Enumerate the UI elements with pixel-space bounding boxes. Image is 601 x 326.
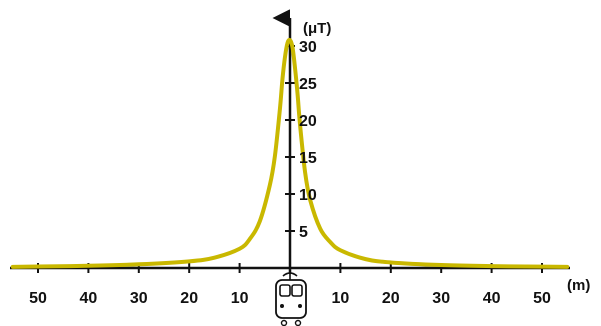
series-line-0 — [10, 37, 570, 269]
x-tick-label: 30 — [432, 290, 450, 307]
y-tick-label: 10 — [299, 187, 317, 204]
x-tick-label: 40 — [80, 290, 98, 307]
y-tick-label: 15 — [299, 150, 317, 167]
x-tick-label: 50 — [533, 290, 551, 307]
x-unit-label: (m) — [567, 277, 590, 294]
y-unit-label: (μT) — [303, 20, 331, 37]
train-icon — [275, 272, 307, 326]
x-tick-label: 40 — [483, 290, 501, 307]
y-tick-label: 30 — [299, 39, 317, 56]
y-tick-label: 20 — [299, 113, 317, 130]
y-tick-label: 25 — [299, 76, 317, 93]
x-tick-label: 10 — [332, 290, 350, 307]
x-tick-label: 50 — [29, 290, 47, 307]
x-tick-label: 10 — [231, 290, 249, 307]
y-tick-label: 5 — [299, 224, 308, 241]
x-tick-label: 20 — [180, 290, 198, 307]
x-tick-label: 30 — [130, 290, 148, 307]
x-tick-label: 20 — [382, 290, 400, 307]
